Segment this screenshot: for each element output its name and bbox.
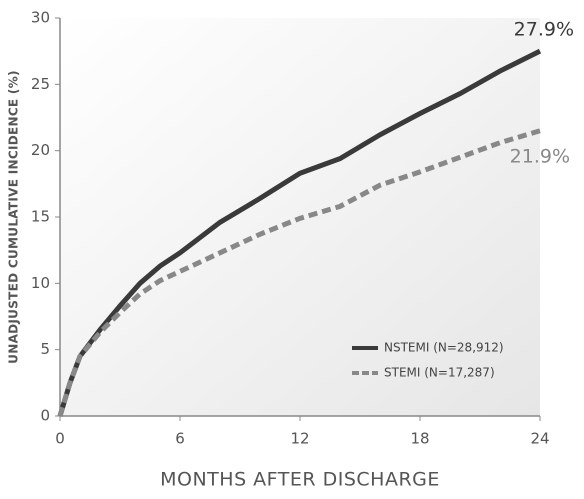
y-tick-label: 5: [40, 340, 50, 358]
x-tick-label: 6: [175, 430, 185, 448]
annotation: 27.9%: [514, 19, 574, 41]
y-tick-label: 25: [31, 75, 50, 93]
annotation: 21.9%: [510, 146, 570, 168]
y-tick-label: 10: [31, 274, 50, 292]
y-tick-label: 20: [31, 141, 50, 159]
y-axis-title: UNADJUSTED CUMULATIVE INCIDENCE (%): [7, 70, 21, 364]
x-tick-label: 12: [290, 430, 309, 448]
legend-label: NSTEMI (N=28,912): [384, 341, 504, 355]
y-tick-label: 30: [31, 9, 50, 27]
legend-label: STEMI (N=17,287): [384, 366, 495, 380]
x-tick-label: 0: [55, 430, 65, 448]
data-line: [57, 128, 541, 417]
y-tick-label: 0: [40, 407, 50, 425]
x-axis-title: MONTHS AFTER DISCHARGE: [160, 469, 440, 491]
y-tick-label: 15: [31, 208, 50, 226]
x-tick-label: 18: [410, 430, 429, 448]
x-tick-label: 24: [530, 430, 549, 448]
